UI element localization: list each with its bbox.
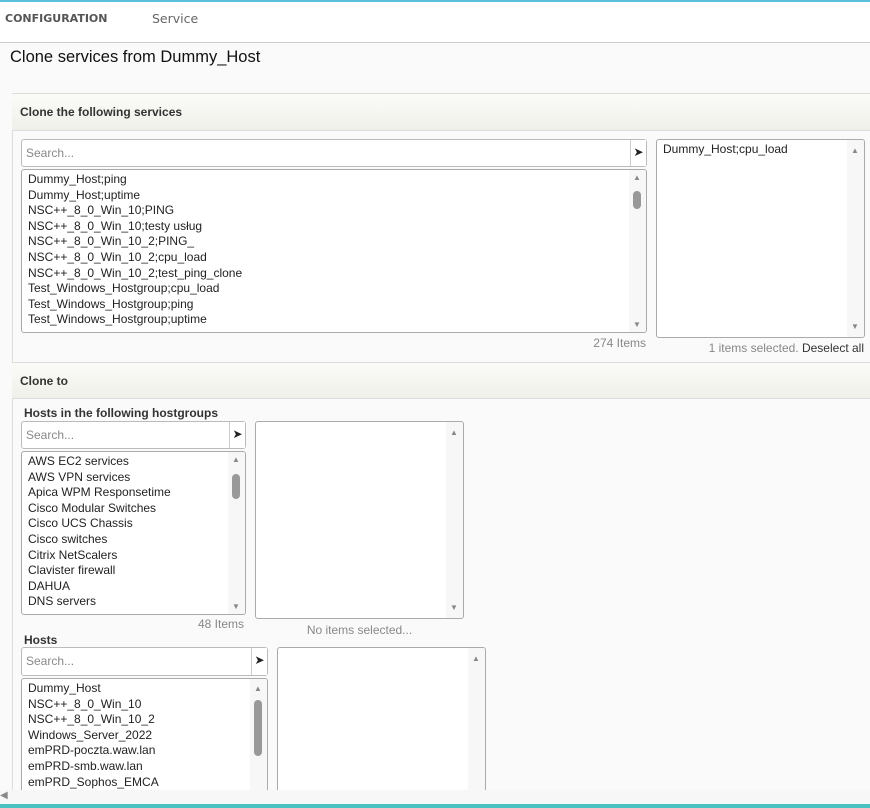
hosts-label: Hosts bbox=[24, 633, 58, 647]
service-list-item[interactable]: NSC++_8_0_Win_10_2;test_ping_clone bbox=[28, 265, 243, 280]
services-search-input[interactable]: Search... ➤ bbox=[21, 139, 647, 167]
scrollbar[interactable]: ▲ bbox=[468, 648, 485, 807]
search-submit-icon[interactable]: ➤ bbox=[229, 422, 245, 448]
search-placeholder: Search... bbox=[26, 146, 75, 160]
hostgroup-list-item[interactable]: DAHUA bbox=[28, 578, 71, 593]
service-list-item[interactable]: NSC++_8_0_Win_10;testy usług bbox=[28, 218, 203, 233]
hostgroups-count: 48 Items bbox=[197, 617, 244, 631]
hostgroups-selected-status: No items selected... bbox=[306, 623, 413, 637]
search-submit-icon[interactable]: ➤ bbox=[630, 140, 646, 166]
service-list-item[interactable]: Test_Windows_Hostgroup;uptime bbox=[28, 312, 207, 327]
service-list-item[interactable]: NSC++_8_0_Win_10;PING bbox=[28, 203, 175, 218]
service-list-item[interactable]: Dummy_Host;ping bbox=[28, 172, 127, 186]
host-list-item[interactable]: NSC++_8_0_Win_10 bbox=[28, 696, 142, 711]
host-list-item[interactable]: NSC++_8_0_Win_10_2 bbox=[28, 712, 155, 727]
nav-configuration[interactable]: CONFIGURATION bbox=[5, 12, 108, 25]
search-placeholder: Search... bbox=[26, 654, 75, 668]
hostgroups-label: Hosts in the following hostgroups bbox=[24, 406, 218, 420]
services-count: 274 Items bbox=[593, 336, 646, 350]
scrollbar[interactable]: ▲ ▼ bbox=[847, 140, 864, 337]
service-list-item[interactable]: Test_Windows_Hostgroup;ping bbox=[28, 296, 194, 311]
footer-bar bbox=[0, 804, 870, 808]
selected-service-item[interactable]: Dummy_Host;cpu_load bbox=[663, 142, 788, 156]
service-list-item[interactable]: Test_Windows_Hostgroup;cpu_load bbox=[28, 281, 220, 296]
hostgroup-list-item[interactable]: Apica WPM Responsetime bbox=[28, 485, 171, 500]
hostgroup-list-item[interactable]: Cisco UCS Chassis bbox=[28, 516, 133, 531]
selected-services-list[interactable]: Dummy_Host;cpu_load ▲ ▼ bbox=[656, 139, 865, 338]
hosts-list[interactable]: Dummy_Host NSC++_8_0_Win_10 NSC++_8_0_Win_… bbox=[21, 678, 268, 808]
hostgroups-search-input[interactable]: Search... ➤ bbox=[21, 421, 246, 449]
selected-hosts-list[interactable]: ▲ bbox=[277, 647, 486, 808]
nav-service[interactable]: Service bbox=[152, 11, 199, 26]
search-placeholder: Search... bbox=[26, 428, 75, 442]
host-list-item[interactable]: emPRD-poczta.waw.lan bbox=[28, 743, 156, 758]
selected-status: 1 items selected. bbox=[708, 341, 799, 355]
host-list-item[interactable]: emPRD_Sophos_EMCA bbox=[28, 774, 159, 789]
hostgroup-list-item[interactable]: DNS servers bbox=[28, 594, 97, 609]
host-list-item[interactable]: emPRD-smb.waw.lan bbox=[28, 758, 143, 773]
hostgroups-list[interactable]: AWS EC2 services AWS VPN services Apica WP… bbox=[21, 451, 246, 615]
host-list-item[interactable]: Dummy_Host bbox=[28, 681, 101, 695]
scroll-left-icon[interactable]: ◀ bbox=[0, 790, 8, 801]
hostgroup-list-item[interactable]: Cisco switches bbox=[28, 531, 108, 546]
page-title: Clone services from Dummy_Host bbox=[10, 48, 261, 66]
clone-panel bbox=[12, 93, 870, 793]
scrollbar[interactable]: ▲ ▼ bbox=[446, 422, 463, 618]
horizontal-scrollbar[interactable]: ◀ bbox=[0, 790, 870, 804]
service-list-item[interactable]: NSC++_8_0_Win_10_2;PING_ bbox=[28, 234, 195, 249]
deselect-all-link[interactable]: Deselect all bbox=[801, 341, 864, 355]
search-submit-icon[interactable]: ➤ bbox=[251, 648, 267, 675]
hostgroup-list-item[interactable]: Clavister firewall bbox=[28, 563, 116, 578]
selected-hostgroups-list[interactable]: ▲ ▼ bbox=[255, 421, 464, 619]
hostgroup-list-item[interactable]: AWS VPN services bbox=[28, 469, 131, 484]
hostgroup-list-item[interactable]: Cisco Modular Switches bbox=[28, 500, 157, 515]
hostgroup-list-item[interactable]: AWS EC2 services bbox=[28, 454, 129, 468]
services-section-header: Clone the following services bbox=[12, 93, 870, 131]
service-list-item[interactable]: Dummy_Host;uptime bbox=[28, 187, 141, 202]
hostgroup-list-item[interactable]: Citrix NetScalers bbox=[28, 547, 118, 562]
service-list-item[interactable]: NSC++_8_0_Win_10_2;cpu_load bbox=[28, 249, 207, 264]
clone-to-section-header: Clone to bbox=[12, 362, 870, 399]
hosts-search-input[interactable]: Search... ➤ bbox=[21, 647, 268, 676]
services-list[interactable]: Dummy_Host;ping Dummy_Host;uptime NSC++_8_… bbox=[21, 169, 647, 333]
scrollbar[interactable]: ▲ ▼ bbox=[629, 170, 646, 332]
host-list-item[interactable]: Windows_Server_2022 bbox=[28, 727, 153, 742]
scrollbar[interactable]: ▲ bbox=[250, 679, 267, 807]
scrollbar[interactable]: ▲ ▼ bbox=[228, 452, 245, 614]
top-bar bbox=[0, 0, 870, 43]
